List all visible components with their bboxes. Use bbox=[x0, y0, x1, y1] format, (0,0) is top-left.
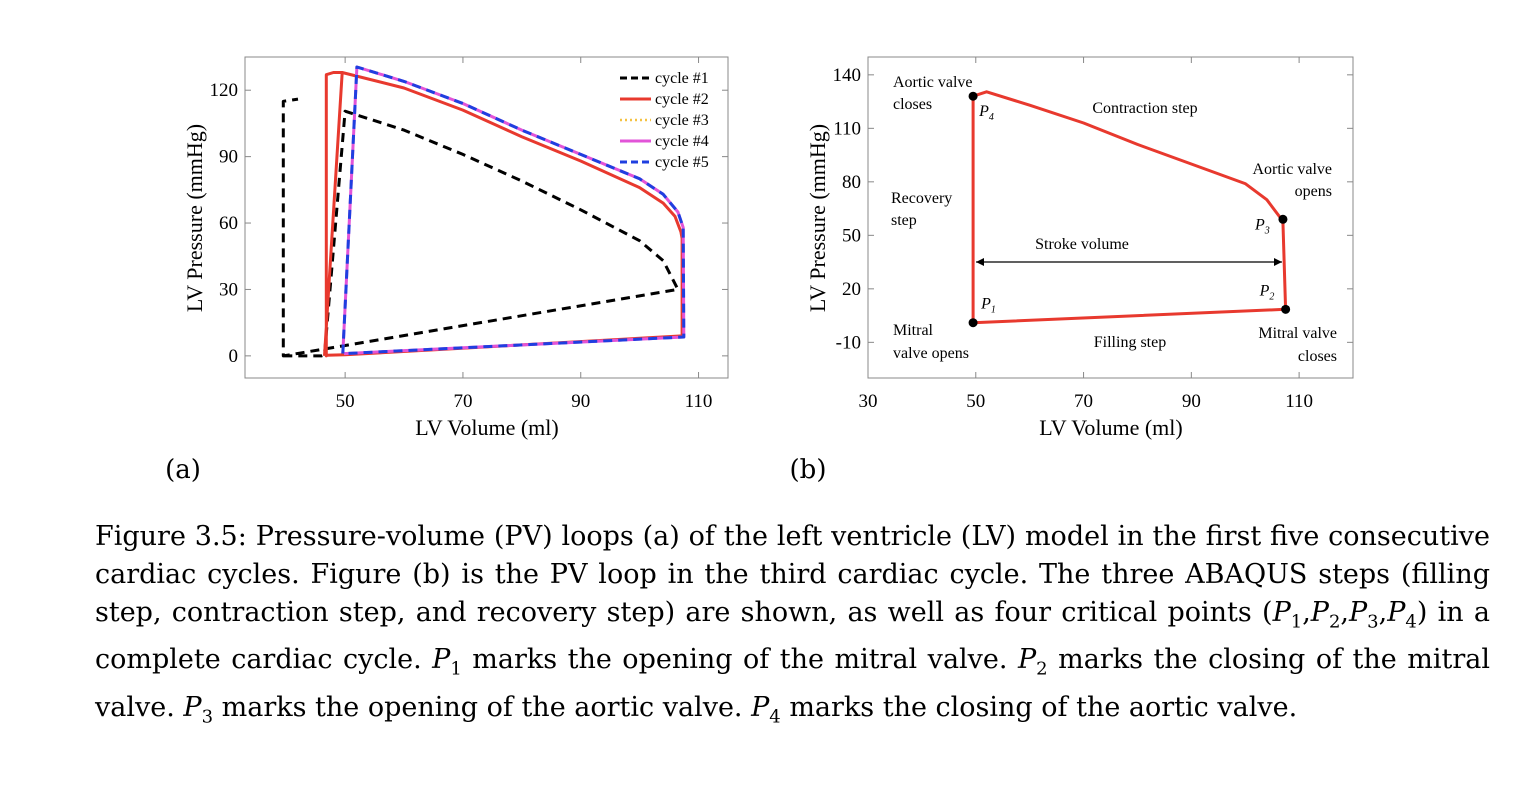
caption-p3-ref: P3 bbox=[183, 691, 214, 728]
panel-b-axes-box bbox=[867, 56, 1354, 379]
caption-p2: P2 bbox=[1310, 597, 1341, 633]
panel-a-xtick-label: 50 bbox=[336, 391, 355, 412]
annotation-mitral-closes-1: Mitral valve bbox=[1258, 325, 1337, 342]
panel-b-series-1 bbox=[971, 90, 1288, 325]
critical-point-p4 bbox=[968, 91, 978, 101]
panel-a-series-1 bbox=[281, 97, 680, 358]
panel-b-xtick-label: 110 bbox=[1285, 391, 1313, 412]
panel-b-ytick-label: 50 bbox=[842, 225, 861, 246]
panel-b-ytick-label: 20 bbox=[842, 279, 861, 300]
panel-b-xtick-label: 70 bbox=[1074, 391, 1093, 412]
panel-a-series-4 bbox=[341, 65, 686, 356]
panel-b-chart: 30 50 70 90 110 -10 20 50 80 110 140 P1 P2 P3 P4 Aort… bbox=[790, 56, 1354, 485]
caption-sentence-3: marks the opening of the mitral valve. bbox=[472, 644, 1008, 676]
caption-sentence-2: ) in a complete cardiac cycle. bbox=[95, 597, 1490, 676]
panel-b-ytick-label: 110 bbox=[833, 118, 861, 139]
caption-p1: P1 bbox=[1272, 597, 1303, 633]
panel-b-xtick-label: 30 bbox=[859, 391, 878, 412]
caption-p2-ref: P2 bbox=[1018, 644, 1048, 680]
annotation-mitral-opens-1: Mitral bbox=[893, 322, 934, 339]
panel-a-series-2 bbox=[323, 71, 684, 358]
caption-sentence-5: marks the opening of the aortic valve. bbox=[221, 691, 743, 723]
critical-point-label-p1: P1 bbox=[980, 296, 996, 316]
panel-a-series-5 bbox=[341, 65, 686, 356]
critical-point-label-p3: P3 bbox=[1254, 216, 1270, 236]
panel-a-ytick-label: 90 bbox=[219, 147, 238, 168]
figure: 50 70 90 110 0 30 60 90 120 LV Volume (ml) LV Pr… bbox=[165, 56, 1354, 485]
caption-prefix: Figure 3.5: bbox=[95, 521, 247, 552]
annotation-mitral-opens-2: valve opens bbox=[893, 345, 969, 362]
panel-a-xtick-label: 90 bbox=[571, 391, 590, 412]
annotation-filling-step: Filling step bbox=[1094, 334, 1166, 351]
caption-p1-ref: P1 bbox=[432, 644, 462, 680]
caption-p4-ref: P4 bbox=[751, 691, 781, 728]
panel-b-xtick-label: 50 bbox=[966, 391, 985, 412]
panel-b-ylabel: LV Pressure (mmHg) bbox=[805, 124, 830, 312]
panel-a-ytick-label: 120 bbox=[210, 80, 239, 101]
critical-point-label-p4: P4 bbox=[978, 103, 994, 123]
critical-point-p3 bbox=[1278, 214, 1288, 224]
annotation-stroke-volume: Stroke volume bbox=[1035, 236, 1129, 253]
annotation-aortic-opens-1: Aortic valve bbox=[1252, 161, 1332, 178]
subfigure-b-label: (b) bbox=[790, 455, 827, 485]
panel-a-ytick-label: 60 bbox=[219, 213, 238, 234]
panel-a-chart: 50 70 90 110 0 30 60 90 120 LV Volume (ml) LV Pr… bbox=[165, 56, 729, 485]
panel-a-xlabel: LV Volume (ml) bbox=[415, 415, 558, 440]
panel-b-xlabel: LV Volume (ml) bbox=[1039, 415, 1182, 440]
annotation-aortic-closes-2: closes bbox=[893, 96, 932, 113]
panel-b-xtick-label: 90 bbox=[1182, 391, 1201, 412]
panel-b-ytick-label: -10 bbox=[836, 332, 861, 353]
panel-b-ytick-label: 80 bbox=[842, 172, 861, 193]
panel-a-xtick-label: 110 bbox=[685, 391, 713, 412]
panel-a-ytick-label: 0 bbox=[229, 346, 239, 367]
panel-a-xtick-label: 70 bbox=[453, 391, 472, 412]
legend-label-5: cycle #5 bbox=[655, 154, 709, 171]
stroke-volume-arrow bbox=[976, 258, 1282, 266]
legend-label-1: cycle #1 bbox=[655, 70, 709, 87]
annotation-recovery-2: step bbox=[891, 212, 917, 229]
caption-sentence-1: Pressure-volume (PV) loops (a) of the le… bbox=[95, 521, 1490, 628]
panel-a-ytick-label: 30 bbox=[219, 279, 238, 300]
critical-point-p1 bbox=[968, 318, 978, 328]
panel-a-series-3 bbox=[341, 65, 686, 355]
legend-label-2: cycle #2 bbox=[655, 91, 709, 108]
annotation-mitral-closes-2: closes bbox=[1298, 348, 1337, 365]
annotation-aortic-closes-1: Aortic valve bbox=[893, 74, 973, 91]
panel-a-legend: cycle #1 cycle #2 cycle #3 cycle #4 cycle #5 bbox=[620, 70, 709, 171]
legend-label-4: cycle #4 bbox=[655, 133, 709, 150]
caption-sentence-6: marks the closing of the aortic valve. bbox=[789, 691, 1298, 723]
panel-a-ylabel: LV Pressure (mmHg) bbox=[182, 124, 207, 312]
panel-a-axes-box bbox=[244, 56, 729, 379]
annotation-contraction-step: Contraction step bbox=[1092, 100, 1197, 117]
caption-p3: P3 bbox=[1349, 597, 1379, 633]
critical-point-label-p2: P2 bbox=[1259, 282, 1275, 302]
annotation-aortic-opens-2: opens bbox=[1295, 183, 1332, 200]
panel-b-ytick-label: 140 bbox=[833, 65, 862, 86]
caption-sentence-4: marks the closing of the mitral valve. bbox=[95, 644, 1490, 723]
legend-label-3: cycle #3 bbox=[655, 112, 709, 129]
figure-caption: Figure 3.5: Pressure-volume (PV) loops (… bbox=[95, 521, 1490, 728]
subfigure-a-label: (a) bbox=[165, 455, 201, 485]
caption-p4: P4 bbox=[1387, 597, 1417, 633]
annotation-recovery-1: Recovery bbox=[891, 190, 952, 207]
critical-point-p2 bbox=[1281, 304, 1291, 314]
